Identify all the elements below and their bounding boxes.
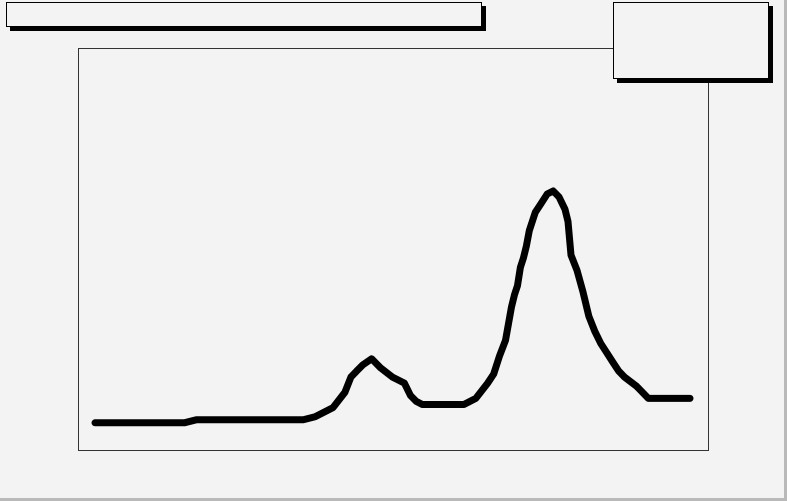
series-line-0 bbox=[91, 187, 694, 427]
legend-box bbox=[613, 2, 769, 79]
chart-title-box bbox=[6, 2, 482, 27]
plot-area bbox=[78, 48, 709, 451]
